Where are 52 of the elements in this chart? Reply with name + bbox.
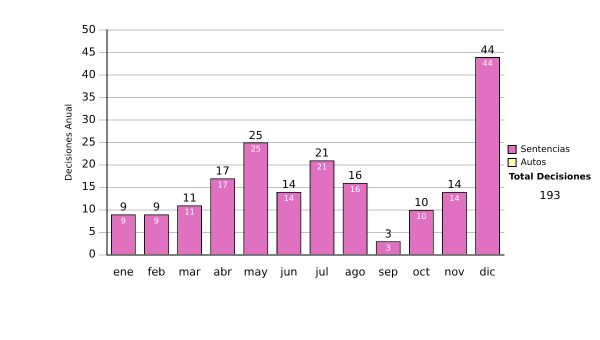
x-tick-label: sep [378, 265, 398, 278]
text: 193 [540, 188, 560, 202]
y-tick-label: 15 [82, 180, 96, 194]
x-tick-label: ene [113, 265, 134, 278]
data-label: 9 [154, 216, 160, 226]
data-label: 44 [482, 59, 493, 68]
y-tick-label: 30 [82, 112, 96, 126]
data-label: 11 [184, 207, 195, 216]
total-label: 3 [384, 228, 392, 241]
data-label: 25 [250, 144, 261, 154]
x-tick-label: abr [214, 265, 232, 278]
total-label: 14 [282, 178, 296, 192]
y-tick-label: 20 [82, 158, 96, 171]
data-label: 21 [316, 162, 328, 172]
total-label: 10 [414, 196, 428, 210]
data-label: 10 [416, 212, 426, 221]
y-tick-label: 35 [82, 90, 96, 104]
data-label: 3 [386, 243, 391, 252]
total-label: 16 [348, 169, 362, 182]
y-tick-label: 50 [82, 22, 96, 36]
y-tick-label: 40 [82, 68, 96, 81]
total-label: 14 [447, 178, 462, 192]
y-axis-title: Decisiones Anual [64, 104, 75, 181]
data-label: 14 [284, 194, 294, 203]
x-tick-label: oct [412, 265, 431, 278]
total-label: 9 [152, 200, 160, 214]
x-tick-label: may [244, 265, 268, 278]
x-tick-label: ago [344, 265, 366, 278]
total-label: 44 [480, 43, 495, 56]
data-label: 16 [350, 184, 360, 194]
x-tick-label: dic [480, 265, 496, 278]
data-label: 17 [218, 180, 228, 190]
x-tick-label: mar [178, 265, 202, 278]
y-tick-label: 25 [82, 135, 96, 148]
y-tick-label: 45 [82, 45, 96, 58]
x-tick-label: feb [148, 265, 166, 278]
x-tick-label: nov [444, 265, 466, 278]
total-label: 11 [182, 192, 197, 205]
total-label: 17 [216, 164, 230, 178]
y-tick-label: 10 [82, 202, 96, 216]
text: Total Decisiones [508, 172, 592, 182]
legend-label: Autos [520, 158, 547, 168]
legend-label: Sentencias [520, 144, 570, 155]
y-tick-label: 5 [88, 225, 96, 238]
total-label: 21 [315, 146, 330, 160]
data-label: 9 [120, 216, 126, 226]
x-tick-label: jun [279, 265, 298, 278]
total-label: 25 [248, 128, 263, 142]
total-label: 9 [120, 200, 127, 214]
data-label: 14 [449, 194, 460, 203]
x-tick-label: jul [314, 265, 329, 278]
y-tick-label: 0 [88, 248, 96, 261]
